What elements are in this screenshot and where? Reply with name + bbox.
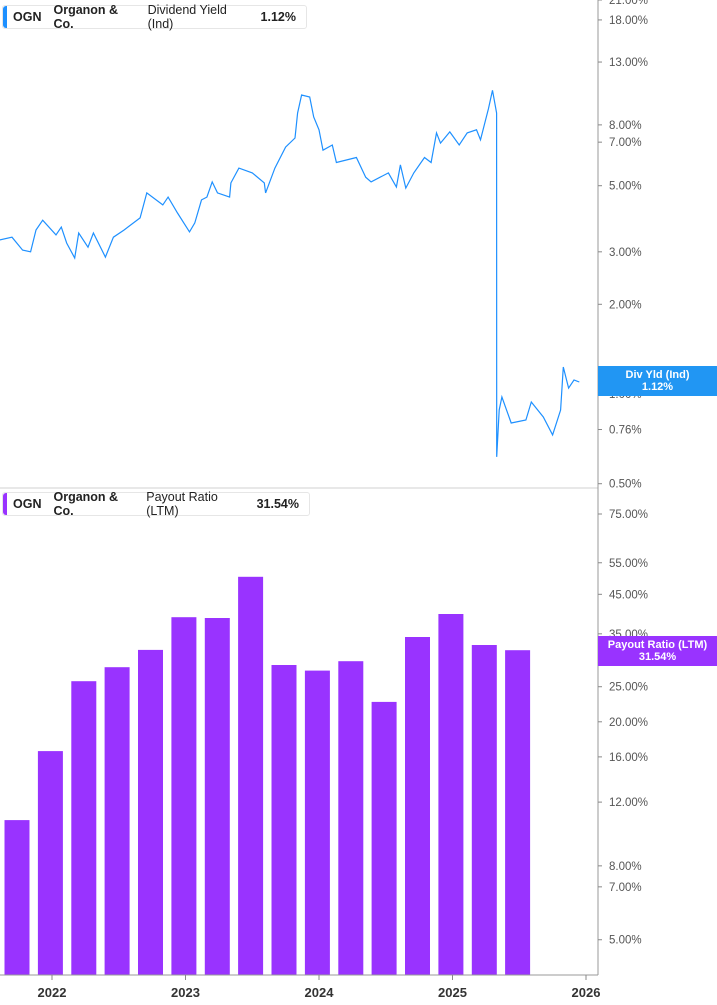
legend-ticker: OGN [13,497,42,511]
payout-bar[interactable] [171,617,197,975]
bottom-y-axis: 75.00%55.00%45.00%35.00%25.00%20.00%16.0… [598,509,648,947]
payout-bar[interactable] [405,637,430,975]
payout-bar[interactable] [238,576,264,975]
payout-bar[interactable] [271,665,297,975]
payout-bar[interactable] [438,614,464,975]
tag-label: Div Yld (Ind) [625,369,690,381]
legend-value: 31.54% [256,497,299,511]
y-tick-label: 16.00% [609,752,648,764]
y-tick-label: 25.00% [609,682,648,694]
payout-bar[interactable] [71,681,97,975]
y-tick-label: 3.00% [609,247,642,259]
x-tick-label: 2022 [38,985,67,1000]
payout-bar[interactable] [338,661,364,975]
y-tick-label: 55.00% [609,558,648,570]
y-tick-label: 8.00% [609,120,642,132]
legend-company: Organon & Co. [53,3,119,31]
dividend-yield-line [0,90,580,457]
payout-bar[interactable] [104,667,130,975]
payout-bar[interactable] [304,670,330,975]
x-tick-label: 2025 [438,985,467,1000]
y-tick-label: 12.00% [609,797,648,809]
payout-bar[interactable] [37,751,63,975]
y-tick-label: 0.76% [609,425,642,437]
legend-company: Organon & Co. [53,490,119,518]
x-tick-label: 2024 [305,985,335,1000]
y-tick-label: 7.00% [609,137,642,149]
legend-value: 1.12% [260,10,296,24]
payout-bar[interactable] [4,820,30,975]
tag-label: Payout Ratio (LTM) [607,639,708,651]
x-tick-label: 2026 [572,985,601,1000]
y-tick-label: 5.00% [609,181,642,193]
dividend-yield-value-tag: Div Yld (Ind) 1.12% [598,366,717,396]
y-tick-label: 0.50% [609,479,642,491]
x-tick-label: 2023 [171,985,200,1000]
y-tick-label: 13.00% [609,57,648,69]
payout-bars [4,576,531,975]
payout-bar[interactable] [204,618,230,975]
payout-bar[interactable] [138,649,163,975]
legend-color-swatch [3,6,7,28]
y-tick-label: 45.00% [609,589,648,601]
legend-metric: Dividend Yield (Ind) [147,3,227,31]
y-tick-label: 5.00% [609,935,642,947]
tag-value: 1.12% [641,381,674,393]
dividend-yield-legend[interactable]: OGN Organon & Co. Dividend Yield (Ind) 1… [2,3,307,31]
legend-metric: Payout Ratio (LTM) [146,490,218,518]
payout-ratio-legend[interactable]: OGN Organon & Co. Payout Ratio (LTM) 31.… [2,490,310,518]
y-tick-label: 7.00% [609,882,642,894]
top-y-axis: 21.00% 18.00% 13.00% 8.00% 7.00% 5.00% 3.00% 2.… [598,0,648,491]
legend-color-swatch [3,493,7,515]
tag-value: 31.54% [638,651,677,663]
payout-ratio-value-tag: Payout Ratio (LTM) 31.54% [598,636,717,666]
payout-bar[interactable] [471,645,497,975]
legend-ticker: OGN [13,10,42,24]
payout-bar[interactable] [505,650,531,975]
y-tick-label: 18.00% [609,15,648,27]
y-tick-label: 2.00% [609,299,642,311]
y-tick-label: 20.00% [609,717,648,729]
x-axis: 2022 2023 2024 2025 2026 [38,975,601,1000]
y-tick-label: 75.00% [609,509,648,521]
y-tick-label: 8.00% [609,861,642,873]
payout-bar[interactable] [371,701,397,975]
y-tick-label: 21.00% [609,0,648,7]
